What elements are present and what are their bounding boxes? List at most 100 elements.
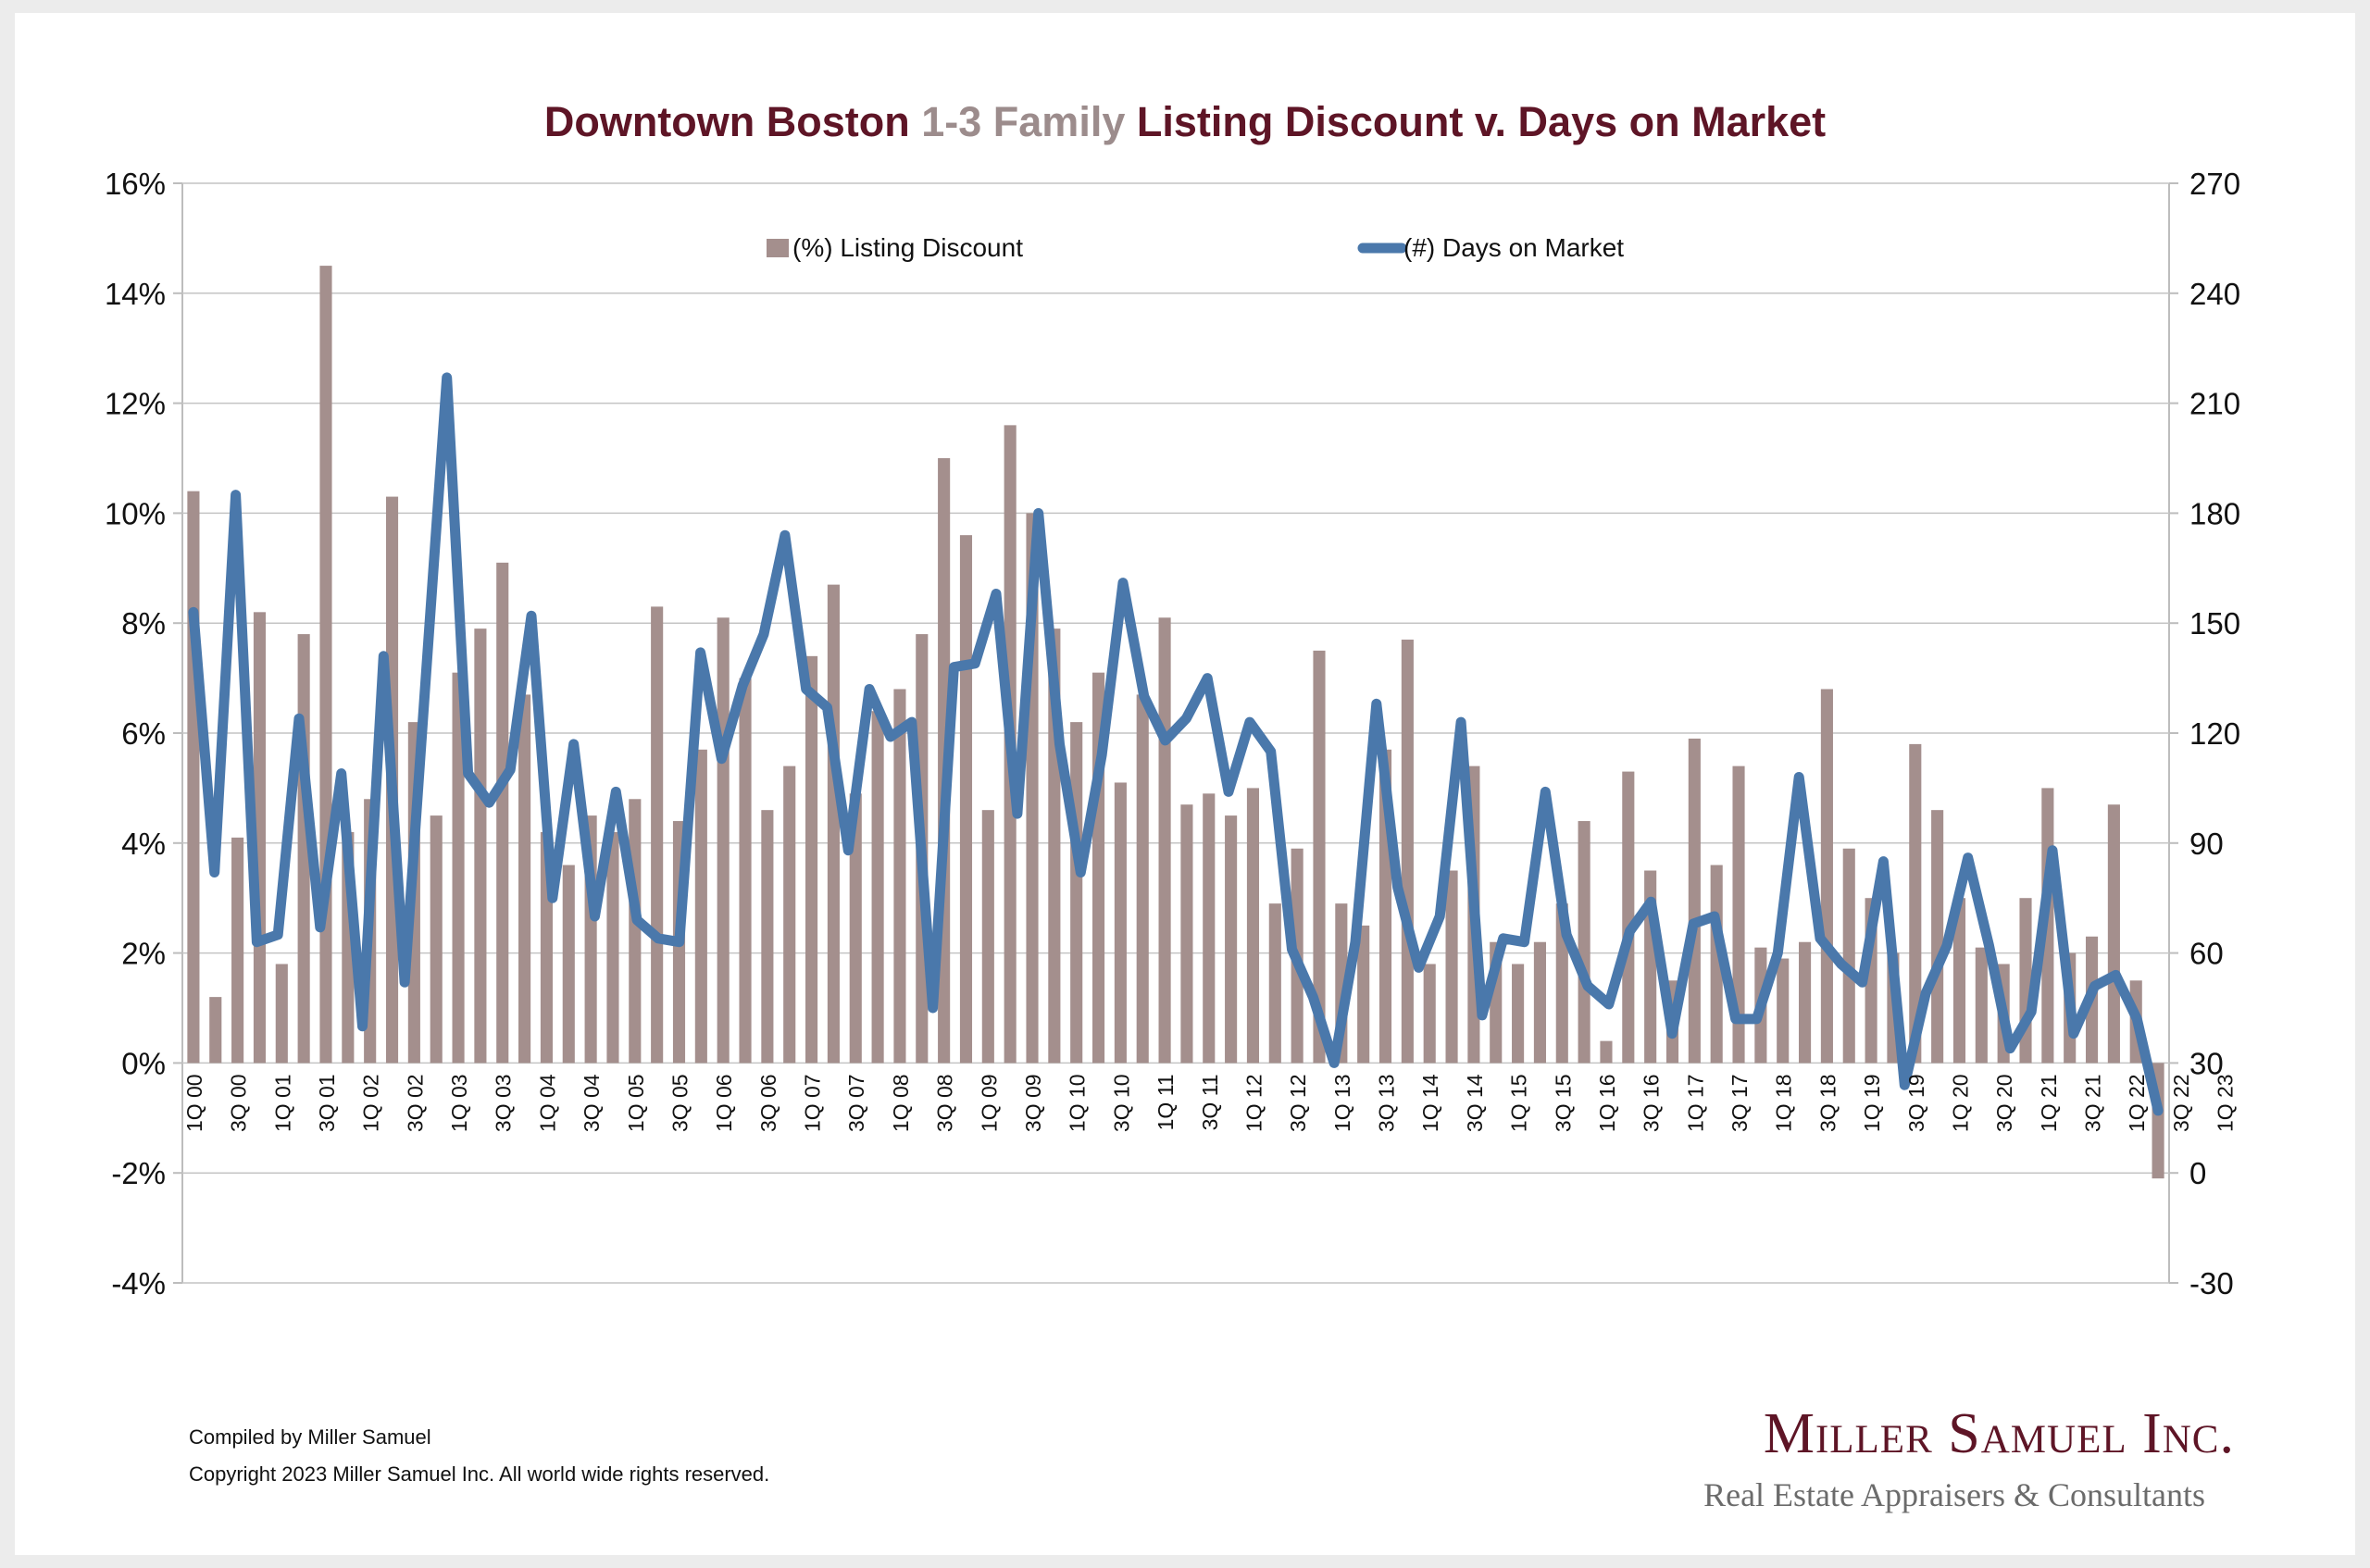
bar-listing-discount [1423,964,1436,1064]
legend-bar-label: (%) Listing Discount [792,233,1023,262]
chart: 16% 270 14% 240 12% 210 10% 180 8% 150 6% 120 4% 90 2%… [105,167,2240,1300]
x-tick-label: 1Q 10 [1066,1074,1090,1132]
title-part-3: Listing Discount v. Days on Market [1125,98,1827,145]
x-tick-label: 1Q 03 [447,1074,471,1132]
bar-listing-discount [209,997,222,1064]
y-right-tick-label: 270 [2189,167,2240,201]
y-right-tick-label: 210 [2189,387,2240,421]
y-right-tick-label: 90 [2189,827,2224,861]
bar-listing-discount [562,865,575,1064]
bar-listing-discount [1158,617,1171,1064]
bar-listing-discount [959,535,973,1064]
logo-subtitle: Real Estate Appraisers & Consultants [1703,1476,2205,1513]
y-left-tick-label: 4% [121,827,166,861]
legend-line-label: (#) Days on Market [1403,233,1624,262]
x-tick-label: 3Q 21 [2081,1074,2105,1132]
x-tick-label: 1Q 22 [2125,1074,2149,1132]
y-right-tick-label: 0 [2189,1156,2206,1190]
bar-listing-discount [518,694,531,1064]
bar-listing-discount [1225,815,1238,1064]
x-tick-label: 1Q 16 [1595,1074,1619,1132]
compiled-note: Compiled by Miller Samuel [189,1425,431,1449]
x-tick-label: 1Q 02 [359,1074,383,1132]
x-tick-label: 1Q 08 [889,1074,913,1132]
y-left-tick-label: 12% [105,387,166,421]
y-left-tick-label: -4% [111,1266,166,1300]
x-tick-label: 3Q 12 [1286,1074,1310,1132]
bar-listing-discount [496,562,509,1064]
x-tick-label: 3Q 04 [580,1074,604,1132]
y-right-tick-label: 180 [2189,496,2240,530]
bar-listing-discount [761,810,774,1064]
x-tick-label: 1Q 13 [1330,1074,1354,1132]
bar-listing-discount [474,628,487,1064]
bar-listing-discount [1114,782,1127,1064]
y-left-tick-label: 16% [105,167,166,201]
bar-listing-discount [1512,964,1525,1064]
bar-listing-discount [717,617,730,1064]
y-left-tick-label: -2% [111,1156,166,1190]
slide: Downtown Boston 1-3 Family Listing Disco… [15,13,2355,1555]
bar-listing-discount [1622,771,1635,1064]
bar-listing-discount [1578,821,1590,1064]
x-tick-label: 3Q 09 [1021,1074,1045,1132]
bar-listing-discount [1268,903,1281,1064]
bar-listing-discount [1931,810,1944,1064]
x-tick-label: 1Q 06 [712,1074,736,1132]
x-tick-label: 3Q 08 [933,1074,957,1132]
bar-listing-discount [606,831,619,1064]
bar-listing-discount [827,584,840,1064]
bar-listing-discount [1445,870,1458,1064]
x-tick-label: 1Q 19 [1860,1074,1884,1132]
y-left-tick-label: 2% [121,937,166,971]
bar-listing-discount [1533,941,1546,1064]
x-tick-label: 1Q 20 [1948,1074,1972,1132]
y-left-tick-label: 10% [105,496,166,530]
bar-listing-discount [805,655,818,1064]
x-tick-label: 3Q 01 [315,1074,339,1132]
x-tick-label: 1Q 11 [1154,1074,1178,1130]
bar-listing-discount [739,678,752,1064]
line-days-on-market [188,372,2164,1116]
x-tick-label: 1Q 12 [1241,1074,1266,1132]
logo-name: Miller Samuel Inc. [1763,1402,2235,1465]
bar-listing-discount [1401,640,1414,1064]
x-tick-label: 3Q 20 [1992,1074,2016,1132]
y-right-tick-label: -30 [2189,1266,2234,1300]
x-tick-label: 3Q 15 [1551,1074,1575,1132]
bar-listing-discount [231,837,244,1064]
x-tick-label: 1Q 04 [535,1074,559,1132]
x-tick-label: 1Q 09 [977,1074,1001,1132]
bar-listing-discount [1952,898,1966,1064]
bar-listing-discount [1357,925,1370,1064]
x-tick-label: 1Q 00 [182,1074,206,1132]
bar-listing-discount [981,810,994,1064]
bar-listing-discount [1180,804,1193,1064]
chart-title: Downtown Boston 1-3 Family Listing Disco… [15,98,2355,146]
x-tick-label: 1Q 15 [1507,1074,1531,1132]
bar-listing-discount [1600,1040,1613,1064]
y-left-tick-label: 6% [121,716,166,751]
bar-listing-discount [2107,804,2120,1064]
bar-listing-discount [452,672,465,1064]
title-part-2: 1-3 Family [921,98,1126,145]
y-left-tick-label: 14% [105,277,166,311]
x-tick-label: 1Q 01 [270,1074,294,1132]
bar-listing-discount [651,606,664,1064]
bar-listing-discount [1313,650,1326,1064]
bar-listing-discount [1246,788,1260,1064]
x-tick-label: 1Q 05 [624,1074,648,1132]
y-left-tick-label: 0% [121,1046,166,1080]
x-tick-label: 1Q 07 [801,1074,825,1132]
x-tick-label: 1Q 18 [1772,1074,1796,1132]
x-tick-label: 3Q 19 [1904,1074,1928,1132]
bar-listing-discount [1820,689,1833,1064]
x-tick-label: 1Q 23 [2214,1074,2238,1132]
legend-bar-swatch [767,239,789,257]
bar-listing-discount [893,689,906,1064]
bar-listing-discount [1136,694,1149,1064]
x-tick-label: 3Q 00 [227,1074,251,1132]
bar-listing-discount [1799,941,1812,1064]
bar-listing-discount [849,793,862,1064]
y-left-tick-label: 8% [121,606,166,641]
